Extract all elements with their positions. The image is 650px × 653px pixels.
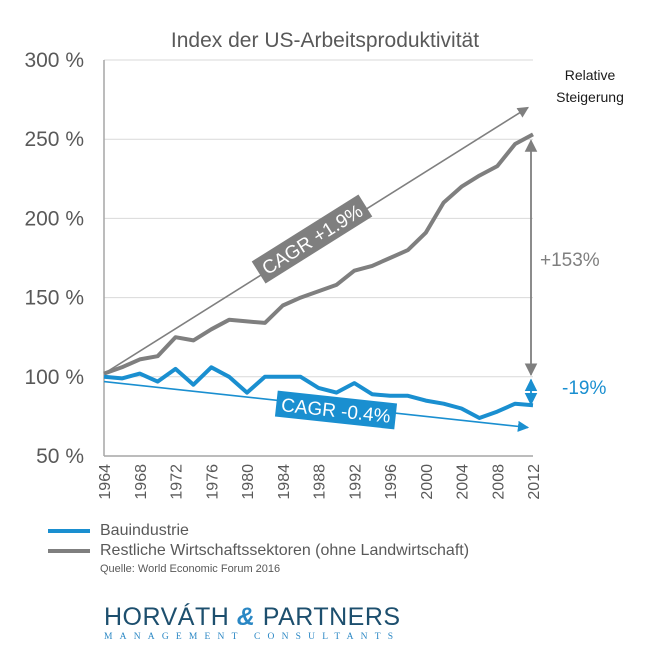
x-tick-label: 1980 bbox=[240, 464, 257, 500]
x-tick-label: 1964 bbox=[97, 464, 114, 500]
x-tick-label: 1976 bbox=[204, 464, 221, 500]
legend: Bauindustrie Restliche Wirtschaftssektor… bbox=[48, 521, 469, 575]
legend-label: Bauindustrie bbox=[100, 522, 189, 539]
logo-word-right: PARTNERS bbox=[262, 603, 401, 631]
relative-header-line2: Steigerung bbox=[556, 89, 624, 105]
x-tick-label: 1988 bbox=[312, 464, 329, 500]
x-tick-label: 2000 bbox=[419, 464, 436, 500]
x-tick-label: 1968 bbox=[133, 464, 150, 500]
gray-delta-label: +153% bbox=[540, 250, 600, 271]
y-tick-label: 250 % bbox=[24, 128, 84, 151]
x-tick-label: 1992 bbox=[347, 464, 364, 500]
legend-label: Restliche Wirtschaftssektoren (ohne Land… bbox=[100, 542, 470, 559]
x-tick-label: 1972 bbox=[169, 464, 186, 500]
y-tick-label: 50 % bbox=[36, 445, 84, 468]
chart: Index der US-Arbeitsproduktivität 300 % 2… bbox=[24, 29, 624, 500]
cagr-badge-bg bbox=[274, 390, 398, 430]
x-tick-label: 1984 bbox=[276, 464, 293, 500]
legend-item-restliche: Restliche Wirtschaftssektoren (ohne Land… bbox=[48, 541, 469, 561]
trend-lines: CAGR +1.9%CAGR -0.4% bbox=[103, 106, 530, 432]
cagr-badge-bg bbox=[251, 194, 373, 284]
x-tick-label: 1996 bbox=[383, 464, 400, 500]
relative-header-line1: Relative bbox=[565, 67, 616, 83]
series-lines bbox=[103, 132, 534, 420]
x-tick-label: 2012 bbox=[526, 464, 543, 500]
chart-title: Index der US-Arbeitsproduktivität bbox=[171, 29, 479, 52]
legend-swatch-gray bbox=[48, 549, 90, 553]
gridlines bbox=[104, 59, 533, 378]
y-axis-ticks: 300 % 250 % 200 % 150 % 100 % 50 % bbox=[24, 49, 84, 468]
legend-swatch-blue bbox=[48, 529, 90, 533]
y-tick-label: 200 % bbox=[24, 207, 84, 230]
logo-ampersand: & bbox=[236, 603, 256, 631]
x-tick-label: 2008 bbox=[490, 464, 507, 500]
series-line-bauindustrie bbox=[103, 365, 534, 420]
y-tick-label: 100 % bbox=[24, 366, 84, 389]
logo-subtitle: MANAGEMENT CONSULTANTS bbox=[104, 632, 401, 642]
x-tick-label: 2004 bbox=[455, 464, 472, 500]
cagr-badge-label: CAGR +1.9% bbox=[259, 201, 367, 280]
blue-delta-label: -19% bbox=[562, 378, 606, 399]
legend-item-bauindustrie: Bauindustrie bbox=[48, 521, 469, 541]
y-tick-label: 150 % bbox=[24, 287, 84, 310]
y-tick-label: 300 % bbox=[24, 49, 84, 72]
company-logo: HORVÁTH & PARTNERS MANAGEMENT CONSULTANT… bbox=[104, 603, 401, 642]
series-line-restliche bbox=[103, 132, 534, 376]
logo-word-left: HORVÁTH bbox=[104, 603, 230, 631]
x-axis-ticks: 1964 1968 1972 1976 1980 1984 1988 1992 1996 2000… bbox=[97, 464, 543, 500]
source-note: Quelle: World Economic Forum 2016 bbox=[100, 563, 281, 575]
